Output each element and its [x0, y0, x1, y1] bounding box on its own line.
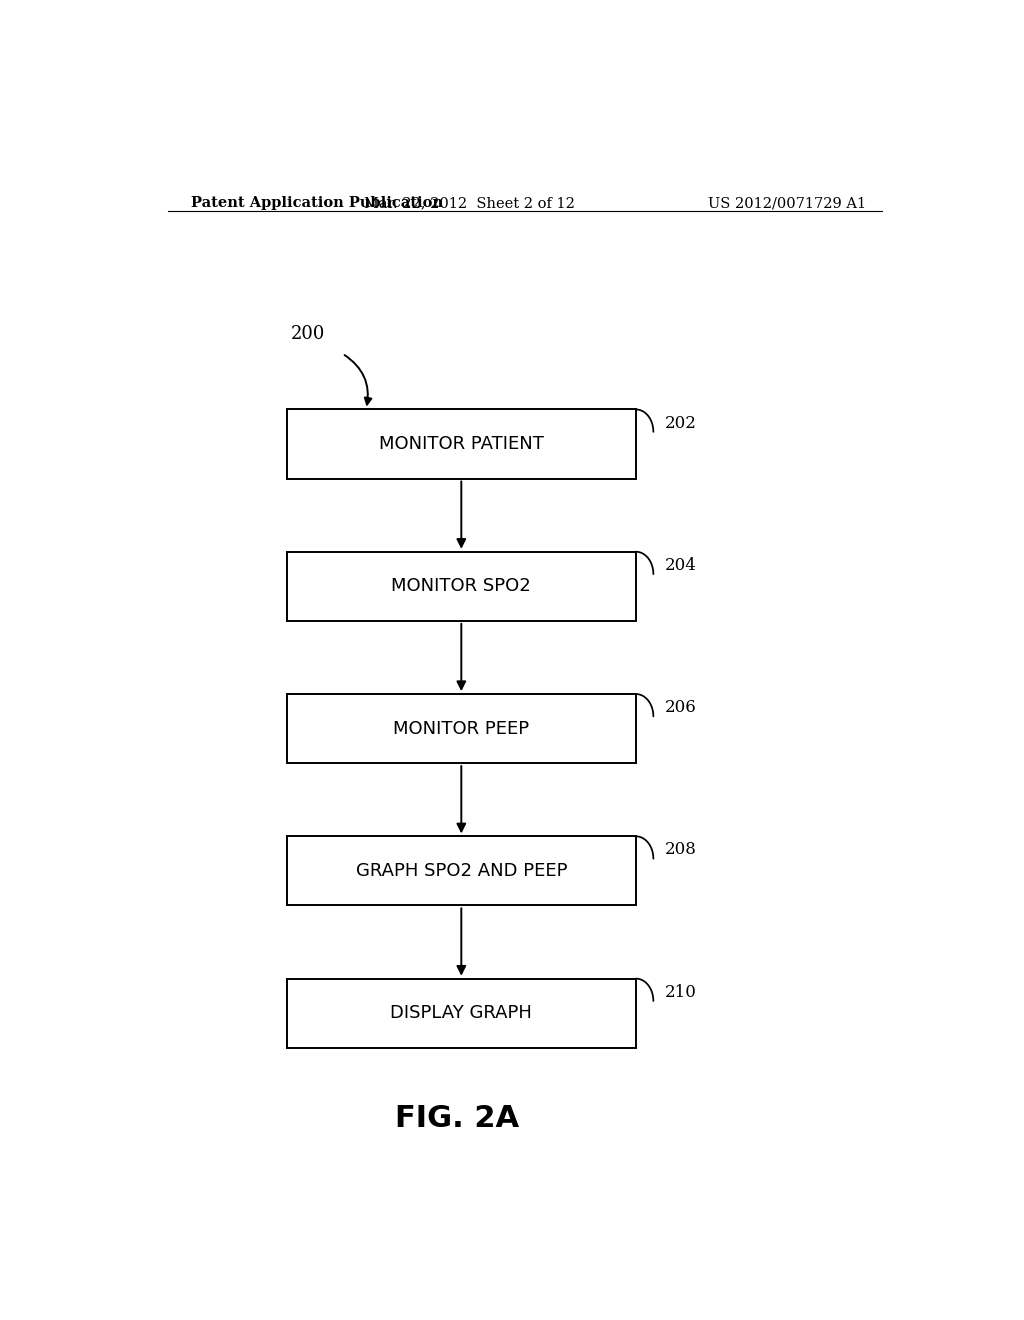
Text: DISPLAY GRAPH: DISPLAY GRAPH	[390, 1005, 532, 1022]
FancyArrowPatch shape	[458, 766, 465, 832]
Text: MONITOR SPO2: MONITOR SPO2	[391, 577, 531, 595]
Bar	[287, 978, 636, 1048]
Text: US 2012/0071729 A1: US 2012/0071729 A1	[708, 195, 866, 210]
Bar	[287, 552, 636, 620]
Text: 204: 204	[666, 557, 697, 574]
Text: Mar. 22, 2012  Sheet 2 of 12: Mar. 22, 2012 Sheet 2 of 12	[364, 195, 574, 210]
FancyArrowPatch shape	[458, 908, 465, 974]
Text: MONITOR PEEP: MONITOR PEEP	[393, 719, 529, 738]
FancyArrowPatch shape	[345, 355, 372, 405]
Bar	[287, 409, 636, 479]
Text: 210: 210	[666, 983, 697, 1001]
Text: MONITOR PATIENT: MONITOR PATIENT	[379, 436, 544, 453]
Text: 208: 208	[666, 841, 697, 858]
Text: 202: 202	[666, 414, 697, 432]
FancyArrowPatch shape	[458, 623, 465, 689]
Text: FIG. 2A: FIG. 2A	[395, 1105, 519, 1134]
Text: Patent Application Publication: Patent Application Publication	[191, 195, 443, 210]
Text: 200: 200	[291, 326, 325, 343]
FancyArrowPatch shape	[458, 482, 465, 546]
Bar	[287, 837, 636, 906]
Text: 206: 206	[666, 700, 697, 717]
Bar	[287, 694, 636, 763]
Text: GRAPH SPO2 AND PEEP: GRAPH SPO2 AND PEEP	[355, 862, 567, 880]
